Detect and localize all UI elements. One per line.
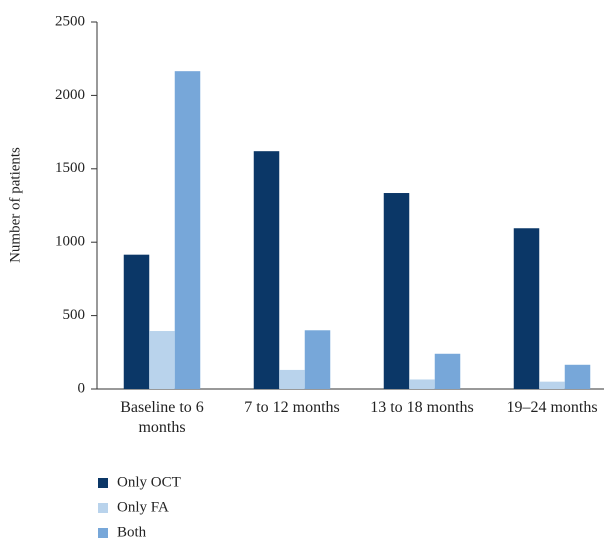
y-tick-label: 500 bbox=[63, 307, 86, 323]
legend-swatch bbox=[98, 478, 108, 488]
bar bbox=[149, 331, 175, 389]
x-tick-label: 13 to 18 months bbox=[370, 399, 474, 416]
y-tick-label: 1000 bbox=[55, 234, 85, 250]
x-tick-label: 19–24 months bbox=[506, 399, 598, 416]
legend-label: Only FA bbox=[117, 499, 169, 515]
y-axis-label: Number of patients bbox=[7, 147, 23, 263]
y-tick-label: 0 bbox=[78, 380, 86, 396]
legend-swatch bbox=[98, 503, 108, 513]
x-tick-label: 7 to 12 months bbox=[244, 399, 340, 416]
y-tick-label: 2500 bbox=[55, 13, 85, 29]
bar bbox=[409, 379, 435, 389]
bar bbox=[434, 353, 461, 389]
legend-label: Both bbox=[117, 524, 147, 540]
bar bbox=[174, 71, 201, 389]
x-tick-label: Baseline to 6 months bbox=[120, 399, 204, 436]
legend-swatch bbox=[98, 528, 108, 538]
bar bbox=[513, 228, 540, 389]
legend-label: Only OCT bbox=[117, 474, 181, 490]
bar bbox=[564, 364, 591, 389]
y-tick-label: 2000 bbox=[55, 87, 85, 103]
bar bbox=[123, 254, 150, 389]
y-tick-label: 1500 bbox=[55, 160, 85, 176]
bar bbox=[304, 330, 331, 389]
bar bbox=[539, 381, 565, 389]
bar bbox=[383, 193, 410, 389]
bar bbox=[279, 369, 305, 389]
bar bbox=[253, 151, 280, 389]
